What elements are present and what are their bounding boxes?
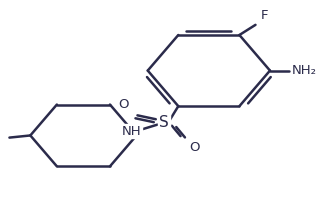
Text: O: O — [189, 141, 200, 154]
Text: F: F — [260, 9, 268, 22]
Text: O: O — [118, 98, 128, 111]
Text: NH₂: NH₂ — [292, 64, 317, 77]
Text: S: S — [159, 115, 169, 130]
Text: NH: NH — [122, 125, 141, 138]
